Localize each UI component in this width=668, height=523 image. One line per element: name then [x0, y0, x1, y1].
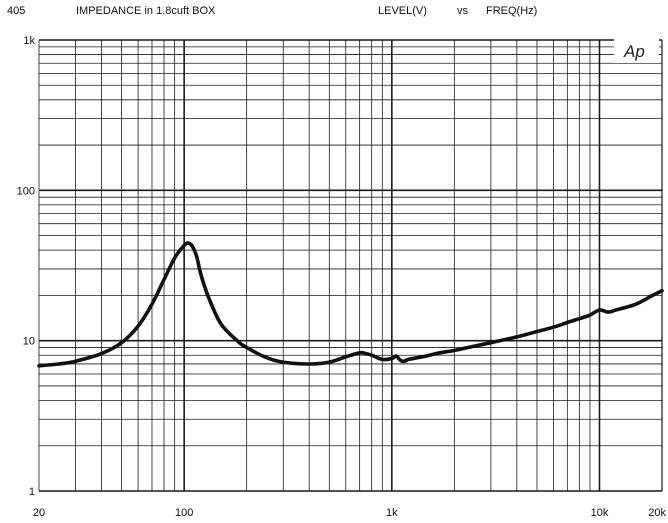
grid-major-lines — [39, 39, 663, 492]
x-tick-label: 20 — [33, 507, 45, 519]
grid-minor-lines — [38, 40, 663, 491]
logo-text: Ap — [623, 42, 645, 61]
vs-label: vs — [457, 5, 468, 17]
x-axis-title: FREQ(Hz) — [486, 5, 538, 17]
impedance-curve — [37, 241, 664, 368]
y-tick-labels: 1k 100 10 1 — [17, 35, 36, 498]
chart-title: IMPEDANCE in 1.8cuft BOX — [76, 5, 216, 17]
y-tick-label: 10 — [23, 336, 35, 348]
y-tick-label: 1k — [23, 35, 35, 47]
x-tick-labels: 20 100 1k 10k 20k — [33, 507, 667, 519]
y-tick-label: 100 — [17, 185, 35, 197]
x-tick-label: 10k — [591, 507, 609, 519]
chart-header: 405 IMPEDANCE in 1.8cuft BOX LEVEL(V) vs… — [0, 5, 668, 25]
chart-code: 405 — [7, 5, 26, 17]
logo-mark: Ap — [614, 39, 659, 63]
x-tick-label: 100 — [175, 507, 193, 519]
x-tick-label: 1k — [386, 507, 398, 519]
x-tick-label: 20k — [648, 507, 666, 519]
y-tick-label: 1 — [29, 486, 35, 498]
y-axis-title: LEVEL(V) — [378, 5, 427, 17]
